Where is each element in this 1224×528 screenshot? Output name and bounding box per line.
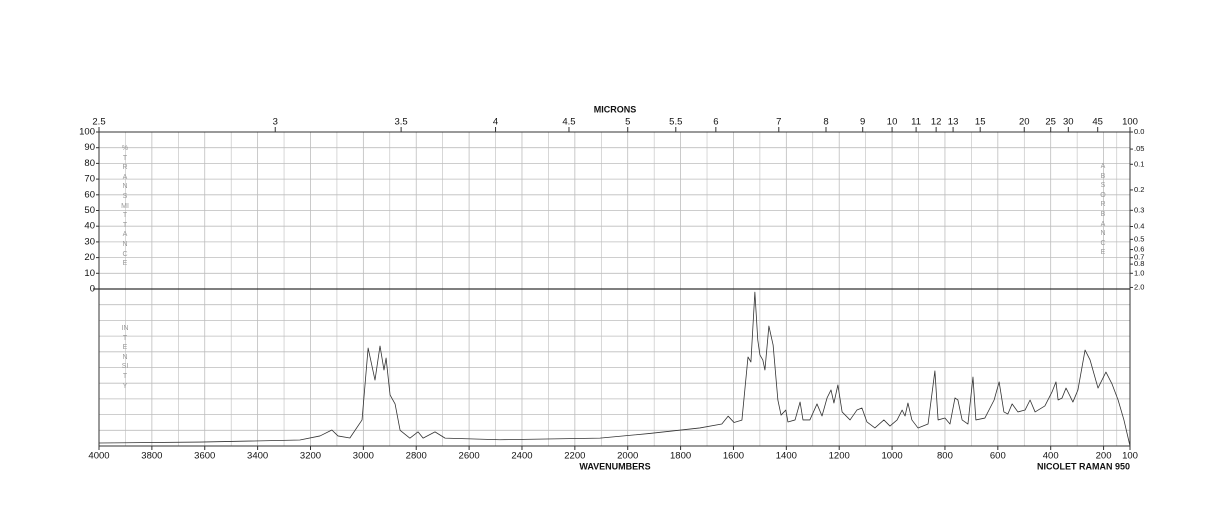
micron-tick-label: 30: [1063, 117, 1074, 128]
x-axis-title: WAVENUMBERS: [579, 461, 650, 471]
right-tick-label: 0.4: [1134, 221, 1144, 230]
y-tick-label: 70: [84, 174, 95, 185]
right-tick-label: 0.7: [1134, 253, 1144, 262]
micron-tick-label: 20: [1019, 117, 1030, 128]
micron-tick-label: 2.5: [92, 117, 105, 128]
right-tick-label: 1.0: [1134, 268, 1144, 277]
instrument-note: NICOLET RAMAN 950: [1037, 461, 1130, 471]
x-tick-label: 2200: [564, 451, 585, 462]
right-axis-title: ABSORBANCE: [1100, 163, 1106, 257]
x-tick-label: 1800: [670, 451, 691, 462]
y-tick-label: 10: [84, 268, 95, 279]
y-tick-label: 80: [84, 158, 95, 169]
x-tick-label: 3400: [247, 451, 268, 462]
micron-tick-label: 15: [975, 117, 986, 128]
top-axis-title: MICRONS: [594, 104, 637, 114]
spectrum-line: [98, 291, 1131, 447]
right-tick-label: 2.0: [1134, 282, 1144, 291]
right-tick-label: 0.5: [1134, 234, 1144, 243]
y-tick-label: 20: [84, 252, 95, 263]
y-axis-title: %TRANSMITTANCE: [121, 145, 129, 268]
micron-tick-label: 8: [823, 117, 828, 128]
micron-tick-label: 9: [860, 117, 865, 128]
micron-tick-label: 13: [948, 117, 959, 128]
micron-tick-label: 45: [1092, 117, 1103, 128]
micron-tick-label: 11: [911, 117, 921, 128]
y-tick-label: 30: [84, 236, 95, 247]
right-tick-label: 0.2: [1134, 185, 1144, 194]
x-tick-label: 3800: [141, 451, 162, 462]
x-tick-label: 2600: [459, 451, 480, 462]
y-tick-label: 0: [90, 284, 95, 295]
micron-tick-label: 7: [776, 117, 781, 128]
x-tick-label: 2000: [617, 451, 638, 462]
x-tick-label: 3200: [300, 451, 321, 462]
right-tick-label: .05: [1134, 144, 1144, 153]
x-tick-label: 1000: [882, 451, 903, 462]
micron-tick-label: 3: [273, 117, 278, 128]
micron-tick-label: 10: [887, 117, 898, 128]
micron-tick-label: 6: [713, 117, 718, 128]
x-tick-label: 3000: [353, 451, 374, 462]
x-tick-label: 2400: [511, 451, 532, 462]
x-tick-label: 600: [990, 451, 1006, 462]
y-tick-label: 40: [84, 221, 95, 232]
micron-tick-label: 5.5: [669, 117, 682, 128]
right-tick-label: 0.0: [1134, 127, 1144, 136]
y-tick-label: 90: [84, 142, 95, 153]
x-tick-label: 100: [1122, 451, 1138, 462]
x-tick-label: 1400: [776, 451, 797, 462]
right-tick-label: 0.8: [1134, 259, 1144, 268]
x-tick-label: 1600: [723, 451, 744, 462]
x-tick-label: 2800: [406, 451, 427, 462]
micron-tick-label: 25: [1045, 117, 1056, 128]
lower-axis-title: INTENSITY: [121, 325, 129, 390]
x-tick-label: 4000: [88, 451, 109, 462]
right-tick-label: 0.1: [1134, 159, 1144, 168]
x-tick-label: 200: [1096, 451, 1112, 462]
x-tick-label: 1200: [829, 451, 850, 462]
y-tick-label: 100: [79, 127, 95, 138]
x-tick-label: 400: [1043, 451, 1059, 462]
x-tick-label: 3600: [194, 451, 215, 462]
micron-tick-label: 3.5: [395, 117, 408, 128]
x-tick-label: 800: [937, 451, 953, 462]
y-tick-label: 60: [84, 189, 95, 200]
micron-tick-label: 12: [931, 117, 942, 128]
right-tick-label: 0.3: [1134, 205, 1144, 214]
micron-tick-label: 4: [493, 117, 498, 128]
micron-tick-label: 5: [625, 117, 630, 128]
micron-tick-label: 100: [1122, 117, 1138, 128]
y-tick-label: 50: [84, 205, 95, 216]
micron-tick-label: 4.5: [562, 117, 575, 128]
right-tick-label: 0.6: [1134, 245, 1144, 254]
